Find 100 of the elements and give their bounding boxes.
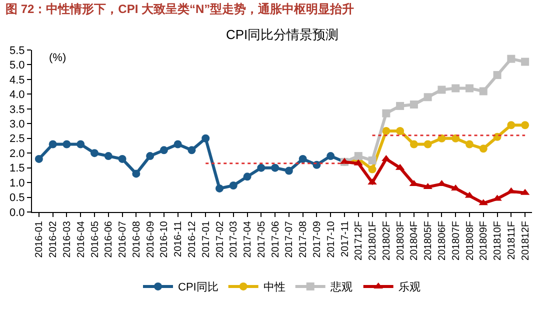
legend-label: CPI同比 (178, 280, 218, 294)
chart-subtitle: CPI同比分情景预测 (226, 27, 339, 42)
point (174, 140, 182, 148)
point (132, 170, 140, 178)
point (368, 165, 376, 174)
point (229, 181, 238, 190)
point (438, 134, 446, 142)
x-tick-label: 201801F (368, 221, 379, 260)
y-tick-label: 4.0 (10, 89, 25, 102)
x-tick-label: 2016-11 (173, 220, 184, 257)
x-tick-label: 201811F (506, 221, 518, 260)
y-tick-label: 2.5 (10, 133, 25, 146)
x-tick-label: 2017-08 (298, 220, 310, 258)
point (90, 149, 98, 158)
x-tick-label: 2017-02 (214, 220, 226, 258)
point (452, 84, 460, 92)
y-tick-label: 1.5 (10, 162, 25, 175)
y-tick-label: 3.0 (10, 118, 25, 130)
point (410, 100, 418, 108)
y-tick-label: 5.0 (10, 60, 25, 72)
y-tick-label: 2.0 (10, 148, 25, 160)
point (424, 93, 432, 102)
point (298, 154, 307, 163)
point (284, 166, 293, 175)
point (438, 86, 446, 94)
x-tick-label: 2017-04 (242, 220, 254, 258)
x-tick-label: 2016-01 (34, 220, 46, 258)
point (271, 164, 280, 172)
point (452, 134, 460, 142)
y-tick-label: 0.5 (10, 192, 25, 204)
point (104, 152, 112, 160)
point (160, 146, 168, 154)
x-tick-label: 2016-08 (131, 220, 142, 258)
point (243, 172, 252, 181)
point (521, 121, 530, 130)
x-tick-label: 201810F (492, 221, 504, 260)
x-tick-label: 2017-01 (200, 220, 212, 258)
x-tick-label: 201809F (478, 221, 490, 260)
x-tick-label: 2016-12 (186, 220, 198, 258)
x-tick-label: 201806F (436, 221, 448, 260)
y-tick-label: 1.0 (10, 177, 25, 190)
point (479, 144, 488, 153)
point (34, 154, 43, 163)
x-tick-label: 2016-10 (159, 220, 170, 258)
point (493, 71, 502, 80)
point (382, 109, 390, 118)
point (118, 154, 126, 163)
x-tick-label: 201807F (450, 221, 462, 260)
x-tick-label: 2017-03 (228, 220, 240, 258)
point (326, 152, 335, 160)
x-tick-label: 2017-11 (340, 220, 351, 257)
x-tick-label: 2017-10 (326, 220, 337, 258)
point (354, 152, 362, 160)
point (466, 140, 474, 148)
y-tick-label: 0.0 (10, 206, 25, 219)
legend-label: 中性 (263, 280, 286, 294)
x-tick-label: 2017-09 (312, 220, 323, 258)
chart-title: 图 72：中性情形下，CPI 大致呈类“N”型走势，通胀中枢明显抬升 (6, 2, 354, 16)
x-tick-label: 2016-05 (90, 220, 101, 258)
point (368, 156, 376, 164)
x-tick-label: 201712F (354, 221, 365, 260)
point (62, 140, 71, 148)
point (507, 54, 516, 63)
point (424, 140, 432, 148)
point (396, 102, 404, 110)
legend-label: 悲观 (329, 280, 352, 294)
point (202, 134, 210, 142)
x-tick-label: 201803F (395, 221, 406, 260)
legend-label: 乐观 (398, 280, 420, 294)
y-tick-label: 4.5 (10, 74, 25, 86)
point (146, 152, 154, 160)
point (410, 140, 418, 148)
point (257, 164, 266, 172)
x-tick-label: 2016-02 (48, 220, 60, 258)
x-tick-label: 2016-09 (145, 220, 156, 258)
point (76, 140, 85, 148)
point (48, 140, 57, 148)
x-tick-label: 2016-07 (118, 220, 129, 258)
x-tick-label: 2017-06 (270, 220, 282, 258)
y-axis-title: (%) (49, 52, 66, 64)
x-tick-label: 2017-05 (256, 220, 268, 258)
x-tick-label: 201808F (464, 221, 476, 260)
x-tick-label: 201804F (409, 221, 420, 260)
x-tick-label: 201812F (520, 221, 532, 260)
point (216, 184, 224, 192)
x-tick-label: 2016-04 (76, 220, 87, 258)
x-tick-label: 201802F (381, 221, 392, 260)
y-tick-label: 3.5 (10, 104, 25, 116)
point (396, 127, 404, 135)
x-tick-label: 2016-03 (62, 220, 73, 258)
point (479, 87, 488, 96)
point (466, 84, 474, 92)
point (188, 146, 196, 154)
point (382, 127, 390, 135)
point (521, 58, 530, 66)
x-tick-label: 2016-06 (104, 220, 115, 258)
point (507, 121, 516, 130)
x-tick-label: 201805F (423, 221, 434, 260)
y-tick-label: 5.5 (10, 44, 25, 57)
x-tick-label: 2017-07 (284, 220, 296, 258)
